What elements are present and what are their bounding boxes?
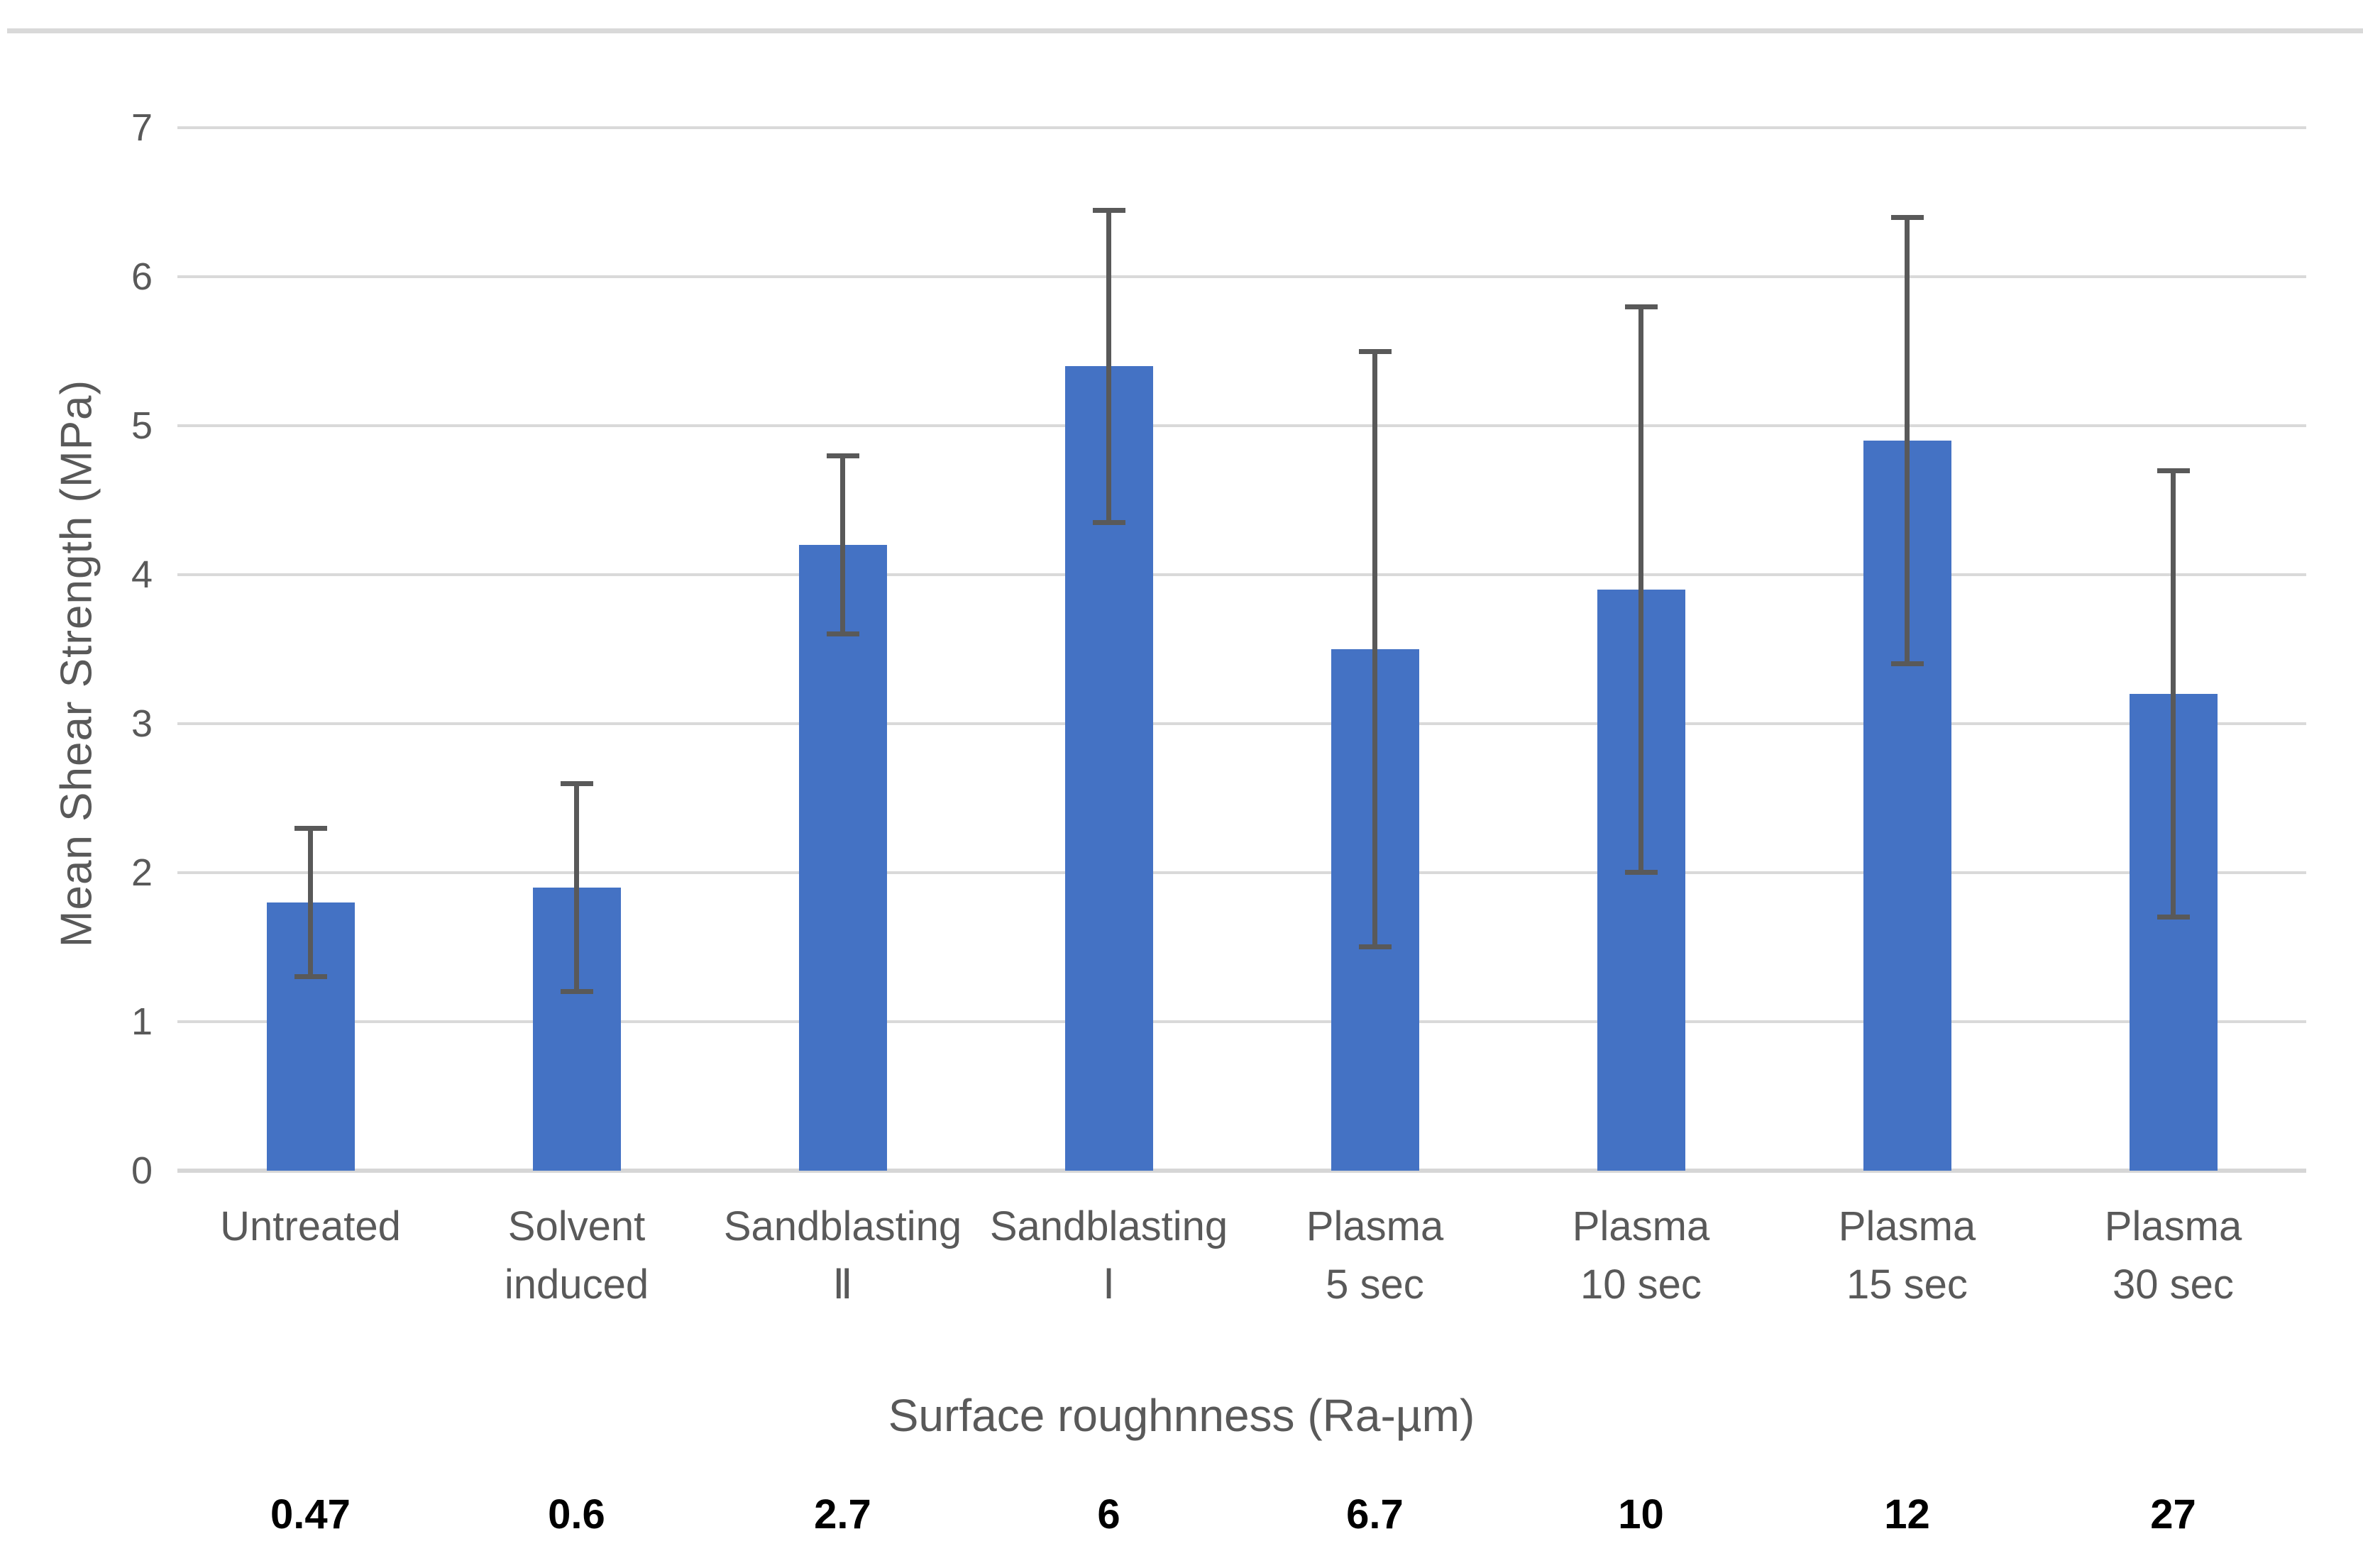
- error-bar: [1905, 217, 1910, 664]
- error-bar-bottom-cap: [1624, 870, 1658, 875]
- error-bar-bottom-cap: [1890, 661, 1924, 666]
- y-tick-label: 3: [131, 702, 153, 745]
- error-bar-top-cap: [1890, 215, 1924, 220]
- error-bar: [840, 456, 845, 634]
- category-label: Solvent induced: [444, 1198, 710, 1314]
- error-bar: [308, 828, 313, 977]
- error-bar-top-cap: [294, 826, 327, 831]
- error-bar: [2171, 470, 2176, 917]
- error-bar-top-cap: [826, 453, 859, 458]
- roughness-value: 27: [2150, 1491, 2196, 1537]
- category-label: Untreated: [177, 1198, 444, 1256]
- error-bar-top-cap: [2157, 468, 2190, 473]
- error-bar: [1372, 351, 1377, 947]
- roughness-value: 10: [1618, 1491, 1664, 1537]
- error-bar: [1106, 209, 1111, 523]
- error-bar-top-cap: [1624, 304, 1658, 309]
- bar: [798, 545, 887, 1171]
- category-label-line: induced: [504, 1261, 649, 1308]
- y-tick-label: 4: [131, 553, 153, 596]
- category-label-line: Plasma: [1306, 1203, 1444, 1249]
- gridline: [177, 126, 2306, 129]
- category-label-line: Solvent: [507, 1203, 646, 1249]
- category-label-line: Plasma: [1838, 1203, 1976, 1249]
- error-bar-top-cap: [560, 781, 593, 786]
- gridline: [177, 424, 2306, 427]
- category-label-line: 10 sec: [1580, 1261, 1702, 1308]
- category-label-line: Sandblasting: [989, 1203, 1228, 1249]
- category-label-line: Plasma: [2104, 1203, 2242, 1249]
- category-label: Sandblasting Ⅱ: [710, 1198, 976, 1314]
- category-label-line: 15 sec: [1846, 1261, 1968, 1308]
- x-axis-line: [177, 1169, 2306, 1173]
- roughness-value: 6: [1097, 1491, 1120, 1537]
- y-tick-label: 1: [131, 1000, 153, 1043]
- category-label: Plasma 5 sec: [1242, 1198, 1508, 1314]
- error-bar-top-cap: [1358, 349, 1392, 354]
- error-bar: [574, 783, 579, 992]
- error-bar-bottom-cap: [826, 631, 859, 636]
- gridline: [177, 871, 2306, 874]
- error-bar-bottom-cap: [1358, 944, 1392, 949]
- category-label-line: Plasma: [1572, 1203, 1710, 1249]
- category-label-line: Untreated: [220, 1203, 401, 1249]
- y-tick-label: 6: [131, 255, 153, 298]
- category-label-line: Sandblasting: [723, 1203, 962, 1249]
- error-bar-bottom-cap: [2157, 915, 2190, 920]
- error-bar-bottom-cap: [560, 989, 593, 994]
- y-tick-label: 2: [131, 851, 153, 894]
- roughness-value: 0.47: [270, 1491, 351, 1537]
- category-label-line: Ⅱ: [832, 1261, 853, 1308]
- category-label-line: 30 sec: [2113, 1261, 2234, 1308]
- category-label: Plasma 30 sec: [2040, 1198, 2306, 1314]
- gridline: [177, 573, 2306, 576]
- roughness-value: 12: [1884, 1491, 1930, 1537]
- gridline: [177, 722, 2306, 725]
- category-label: Plasma 15 sec: [1774, 1198, 2040, 1314]
- category-label: Sandblasting Ⅰ: [976, 1198, 1242, 1314]
- category-label-line: Ⅰ: [1102, 1261, 1116, 1308]
- category-label-line: 5 sec: [1326, 1261, 1424, 1308]
- y-tick-label: 7: [131, 106, 153, 149]
- error-bar-bottom-cap: [1092, 519, 1125, 525]
- gridline: [177, 275, 2306, 278]
- roughness-value: 0.6: [548, 1491, 605, 1537]
- top-border-line: [7, 28, 2363, 33]
- error-bar: [1638, 307, 1643, 873]
- category-label: Plasma 10 sec: [1508, 1198, 1774, 1314]
- secondary-axis-title: Surface roughnness (Ra-µm): [888, 1390, 1475, 1441]
- y-tick-label: 5: [131, 404, 153, 447]
- roughness-value: 2.7: [814, 1491, 871, 1537]
- gridline: [177, 1020, 2306, 1023]
- y-tick-label: 0: [131, 1149, 153, 1192]
- roughness-value: 6.7: [1346, 1491, 1404, 1537]
- error-bar-bottom-cap: [294, 974, 327, 979]
- error-bar-top-cap: [1092, 207, 1125, 213]
